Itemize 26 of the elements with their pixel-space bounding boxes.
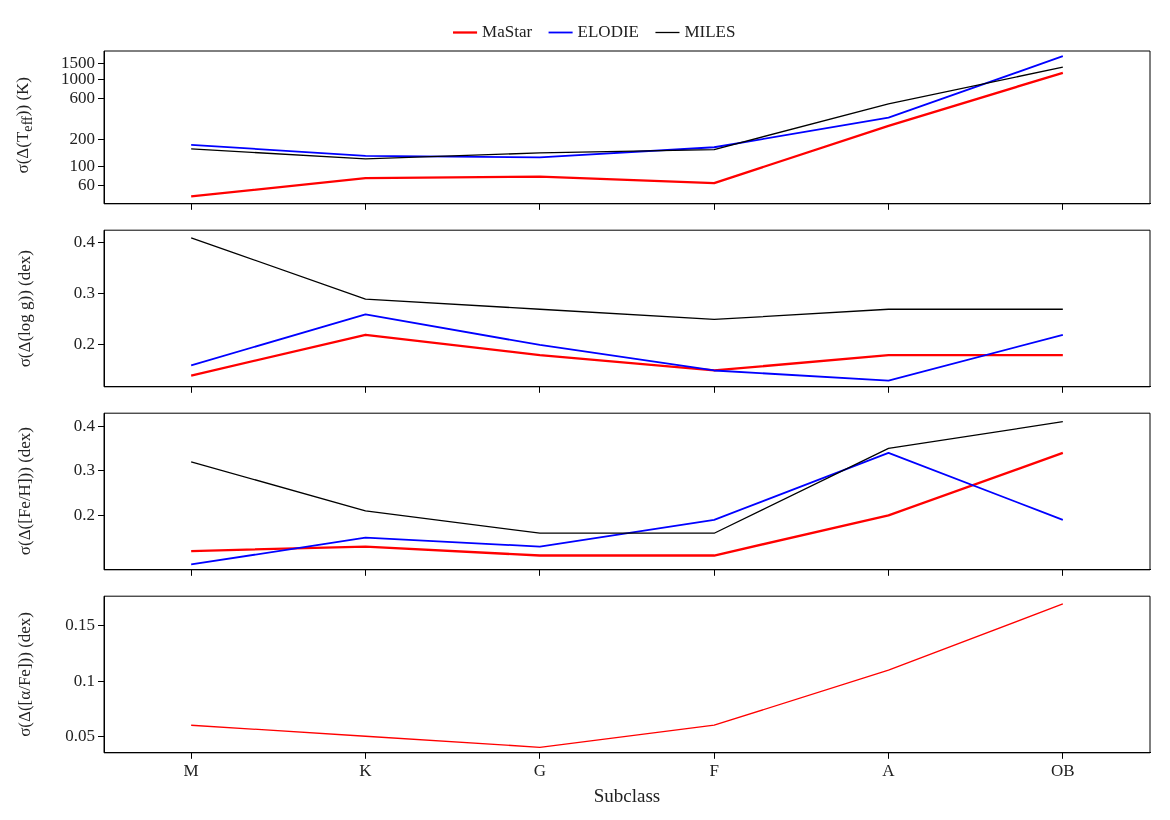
y-tick-label: 200 bbox=[69, 129, 95, 149]
y-tick-label: 0.1 bbox=[73, 670, 95, 690]
legend-label: ELODIE bbox=[577, 21, 639, 41]
legend-label: MaStar bbox=[482, 21, 533, 41]
legend-label: MILES bbox=[684, 21, 736, 41]
y-tick-label: 0.2 bbox=[73, 504, 95, 524]
y-axis-title: σ(Δ(log g)) (dex) bbox=[15, 249, 35, 368]
y-tick-label: 60 bbox=[78, 174, 95, 194]
y-tick-label: 0.3 bbox=[73, 283, 95, 303]
x-tick-label: G bbox=[533, 761, 546, 781]
y-tick-label: 100 bbox=[69, 155, 95, 175]
x-axis-title: Subclass bbox=[593, 784, 661, 806]
y-axis-title: σ(Δ([Fe/H])) (dex) bbox=[15, 427, 35, 556]
x-tick-label: F bbox=[709, 761, 719, 781]
y-tick-label: 0.2 bbox=[73, 334, 95, 354]
y-tick-label: 0.05 bbox=[65, 725, 95, 745]
x-tick-label: A bbox=[882, 761, 896, 781]
y-tick-label: 0.4 bbox=[73, 415, 96, 435]
y-tick-label: 0.3 bbox=[73, 460, 95, 480]
y-tick-label: 0.4 bbox=[73, 232, 96, 252]
y-axis-title: σ(Δ([α/Fe])) (dex) bbox=[15, 612, 35, 737]
x-tick-label: M bbox=[183, 761, 199, 781]
y-tick-label: 600 bbox=[69, 87, 95, 107]
x-tick-label: K bbox=[359, 761, 373, 781]
y-tick-label: 0.15 bbox=[65, 615, 95, 635]
x-tick-label: OB bbox=[1051, 761, 1075, 781]
